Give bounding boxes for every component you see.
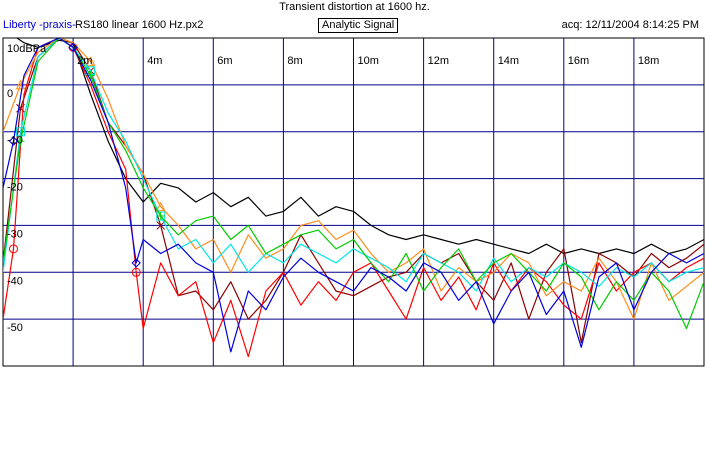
y-tick-label: -20 [7,182,23,194]
series-line [15,38,704,255]
y-tick-label: -40 [7,275,23,287]
tick-labels: 2m 4m 6m 8m 10m 12m 14m 16m 18m 10dBPa 0 -10 -20 -30 -… [7,43,659,334]
series-line [3,38,704,320]
series-marker [156,212,165,221]
x-tick-label: 2m [77,55,92,67]
series-line [3,38,704,292]
file-name-label: RS180 linear 1600 Hz.px2 [75,19,204,31]
series-marker [16,127,26,137]
x-tick-label: 6m [217,55,232,67]
y-tick-label: -50 [7,322,23,334]
x-tick-label: 14m [498,55,519,67]
series-marker [131,267,141,277]
x-tick-label: 16m [568,55,589,67]
x-tick-label: 10m [358,55,379,67]
x-tick-label: 12m [428,55,449,67]
y-tick-label: 10dBPa [7,43,47,55]
series-marker [155,201,166,212]
series-marker [85,56,96,66]
series-line [3,38,704,358]
y-tick-label: 0 [7,88,13,100]
acquisition-timestamp: acq: 12/11/2004 8:14:25 PM [561,19,699,31]
y-tick-label: -30 [7,228,23,240]
series-marker [9,244,19,254]
series-line [3,38,704,330]
x-tick-label: 4m [147,55,162,67]
y-tick-label: -10 [7,135,23,147]
chart-title: Transient distortion at 1600 hz. [279,1,430,13]
series-trace [3,38,704,353]
series-trace [15,38,704,255]
grid-lines [3,38,704,366]
series-marker [8,136,19,146]
series-marker [68,42,78,53]
series-line [3,38,704,344]
series-marker [156,221,166,230]
series-group [3,38,704,358]
brand-label: Liberty -praxis- [3,19,76,31]
signal-mode-button[interactable]: Analytic Signal [318,18,399,33]
x-tick-label: 18m [638,55,659,67]
x-tick-label: 8m [287,55,302,67]
series-line [3,38,704,353]
series-marker [131,258,141,268]
